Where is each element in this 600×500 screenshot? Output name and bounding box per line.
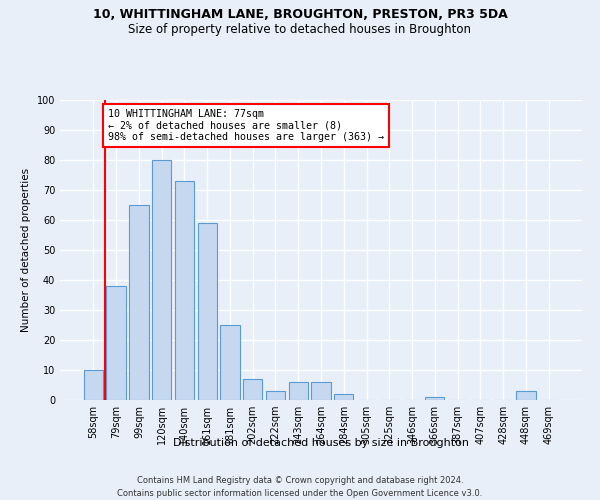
Text: Contains HM Land Registry data © Crown copyright and database right 2024.: Contains HM Land Registry data © Crown c… [137,476,463,485]
Bar [220,325,239,400]
Bar [129,205,149,400]
Bar [197,223,217,400]
Bar [84,370,103,400]
Bar [243,379,262,400]
Text: Distribution of detached houses by size in Broughton: Distribution of detached houses by size … [173,438,469,448]
Bar [266,391,285,400]
Bar [152,160,172,400]
Text: 10, WHITTINGHAM LANE, BROUGHTON, PRESTON, PR3 5DA: 10, WHITTINGHAM LANE, BROUGHTON, PRESTON… [92,8,508,20]
Text: Size of property relative to detached houses in Broughton: Size of property relative to detached ho… [128,22,472,36]
Y-axis label: Number of detached properties: Number of detached properties [21,168,31,332]
Text: Contains public sector information licensed under the Open Government Licence v3: Contains public sector information licen… [118,489,482,498]
Bar [516,391,536,400]
Bar [334,394,353,400]
Bar [175,181,194,400]
Text: 10 WHITTINGHAM LANE: 77sqm
← 2% of detached houses are smaller (8)
98% of semi-d: 10 WHITTINGHAM LANE: 77sqm ← 2% of detac… [108,109,384,142]
Bar [289,382,308,400]
Bar [106,286,126,400]
Bar [311,382,331,400]
Bar [425,397,445,400]
